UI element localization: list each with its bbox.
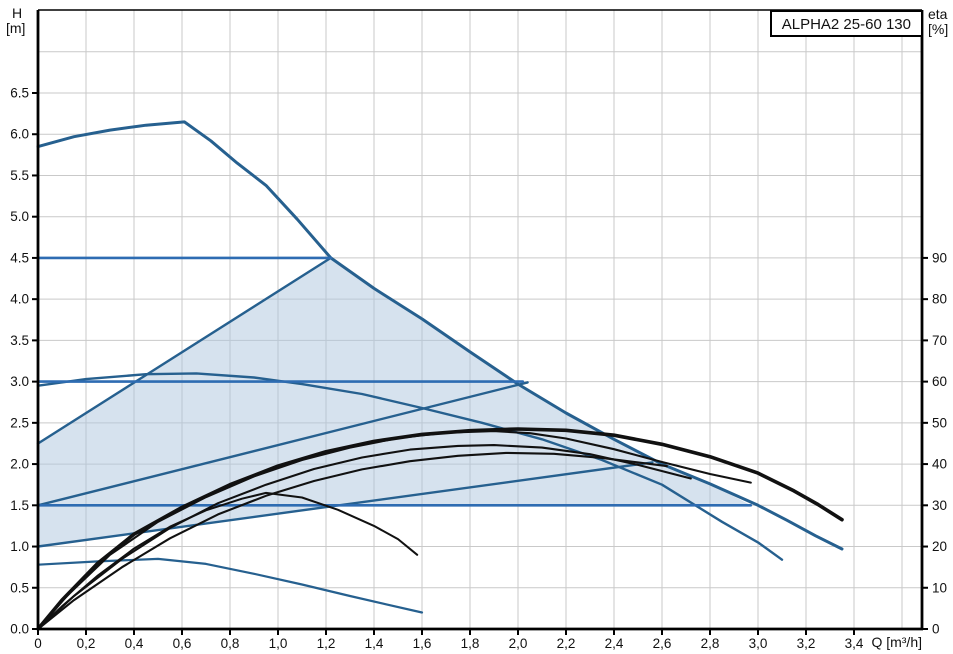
efficiency-curve-4	[36, 451, 668, 631]
eta-axis-unit: [%]	[928, 21, 949, 37]
q-axis-tick-label: 0	[34, 636, 42, 651]
efficiency-curve-3	[36, 444, 692, 631]
eta-axis-tick-label: 0	[932, 622, 940, 637]
eta-axis-tick-label: 20	[932, 539, 947, 554]
q-axis-tick-label: 0,8	[221, 636, 240, 651]
h-axis-tick-label: 4.5	[10, 250, 29, 265]
q-axis-tick-label: 3,4	[845, 636, 864, 651]
q-axis-tick-label: 0,4	[125, 636, 144, 651]
h-axis-tick-label: 1.0	[10, 539, 29, 554]
q-axis-tick-label: 1,2	[317, 636, 336, 651]
q-axis-tick-label: 2,4	[605, 636, 624, 651]
q-axis-tick-label: 1,8	[461, 636, 480, 651]
h-axis-tick-label: 5.5	[10, 168, 29, 183]
h-axis-tick-label: 3.0	[10, 374, 29, 389]
q-axis-tick-label: 0,6	[173, 636, 192, 651]
h-axis-tick-label: 2.5	[10, 415, 29, 430]
h-axis-tick-label: 0.0	[10, 622, 29, 637]
q-axis-tick-label: 3,2	[797, 636, 816, 651]
q-axis-tick-label: 1,0	[269, 636, 288, 651]
max-speed-curve	[36, 120, 844, 551]
h-axis-unit: [m]	[6, 20, 26, 36]
q-axis-tick-label: 3,0	[749, 636, 768, 651]
eta-axis-tick-label: 40	[932, 457, 947, 472]
h-axis-tick-label: 4.0	[10, 292, 29, 307]
efficiency-curve-speed-i	[37, 491, 419, 630]
eta-axis-tick-label: 70	[932, 333, 947, 348]
eta-axis-tick-label: 60	[932, 374, 947, 389]
prop-pressure-max-line	[36, 256, 332, 445]
eta-axis-tick-label: 30	[932, 498, 947, 513]
h-axis-name: H	[12, 5, 23, 21]
prop-pressure-mid-line	[36, 381, 529, 507]
h-axis-tick-label: 5.0	[10, 209, 29, 224]
q-axis-tick-label: 2,2	[557, 636, 576, 651]
q-axis-tick-label: 2,6	[653, 636, 672, 651]
eta-axis-tick-label: 90	[932, 250, 947, 265]
h-axis-tick-label: 3.5	[10, 333, 29, 348]
q-axis-tick-label: 2,0	[509, 636, 528, 651]
eta-axis-tick-label: 50	[932, 415, 947, 430]
h-axis-tick-label: 6.0	[10, 127, 29, 142]
h-axis-tick-label: 1.5	[10, 498, 29, 513]
h-axis-tick-label: 0.5	[10, 580, 29, 595]
q-axis-tick-label: 2,8	[701, 636, 720, 651]
pump-model-title: ALPHA2 25-60 130	[781, 15, 911, 33]
eta-axis-name: eta	[928, 6, 948, 22]
eta-axis-tick-label: 10	[932, 580, 947, 595]
q-axis-label: Q [m³/h]	[871, 634, 922, 650]
h-axis-tick-label: 6.5	[10, 86, 29, 101]
eta-axis-tick-label: 80	[932, 292, 947, 307]
q-axis-tick-label: 1,6	[413, 636, 432, 651]
efficiency-curve-2	[36, 430, 752, 631]
q-axis-tick-label: 1,4	[365, 636, 384, 651]
q-axis-tick-label: 0,2	[77, 636, 96, 651]
h-axis-tick-label: 2.0	[10, 457, 29, 472]
pump-model-box: ALPHA2 25-60 130	[769, 10, 923, 37]
